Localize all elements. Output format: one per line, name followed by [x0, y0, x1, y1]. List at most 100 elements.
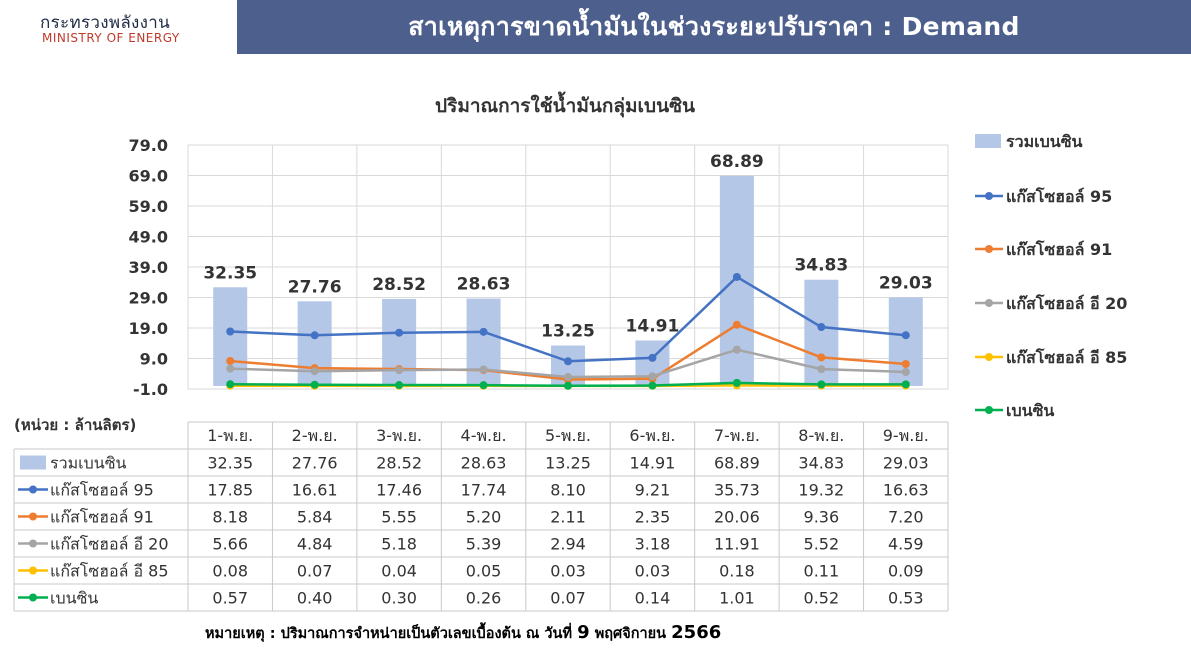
- table-cell: 0.03: [550, 562, 586, 581]
- series-point: [648, 381, 657, 390]
- table-cell: 5.20: [466, 508, 502, 527]
- table-key-marker: [29, 539, 37, 548]
- y-tick-label: 49.0: [129, 228, 168, 247]
- logo-english-text: MINISTRY OF ENERGY: [42, 31, 180, 45]
- series-point: [479, 365, 488, 374]
- footnote-day: 9: [577, 622, 590, 643]
- table-row-label: แก๊สโซฮอล์ อี 20: [50, 535, 169, 554]
- table-cell: 13.25: [545, 454, 591, 473]
- table-key-marker: [29, 512, 37, 521]
- table-cell: 35.73: [714, 481, 760, 500]
- series-point: [817, 323, 826, 332]
- series-point: [732, 345, 741, 354]
- table-cell: 9.21: [635, 481, 671, 500]
- series-point: [395, 328, 404, 337]
- series-point: [479, 327, 488, 336]
- chart: ปริมาณการใช้น้ำมันกลุ่มเบนซิน 79.0 69.0 59.…: [13, 91, 1127, 612]
- y-tick-label: 59.0: [129, 197, 168, 216]
- bar-data-label: 34.83: [794, 256, 848, 276]
- series-point: [564, 381, 572, 390]
- table-cell: 5.84: [297, 508, 333, 527]
- legend-label: แก๊สโซฮอล์ อี 20: [1006, 293, 1127, 313]
- x-tick-label: 3-พ.ย.: [376, 426, 422, 445]
- table-cell: 29.03: [883, 454, 929, 473]
- footnote-month: พฤศจิกายน: [594, 626, 667, 642]
- y-tick-label: -1.0: [133, 380, 168, 399]
- table-row-label: แก๊สโซฮอล์ อี 85: [50, 562, 169, 581]
- table-cell: 0.52: [804, 589, 840, 608]
- legend-swatch-marker: [985, 299, 993, 307]
- logo-thai-text: กระทรวงพลังงาน: [40, 13, 171, 33]
- table-key-marker: [29, 593, 37, 602]
- series-point: [564, 357, 572, 366]
- table-cell: 5.39: [466, 535, 502, 554]
- series-point: [732, 272, 741, 281]
- table-cell: 28.52: [376, 454, 422, 473]
- legend-swatch-marker: [985, 245, 993, 253]
- bar-data-label: 13.25: [541, 322, 595, 342]
- table-cell: 34.83: [798, 454, 844, 473]
- table-cell: 7.20: [888, 508, 924, 527]
- unit-label: (หน่วย : ล้านลิตร): [14, 416, 136, 434]
- y-tick-label: 19.0: [129, 319, 168, 338]
- table-cell: 5.66: [212, 535, 248, 554]
- x-tick-label: 4-พ.ย.: [461, 426, 507, 445]
- series-point: [226, 357, 235, 366]
- table-cell: 14.91: [630, 454, 676, 473]
- table-cell: 2.35: [635, 508, 671, 527]
- table-cell: 2.94: [550, 535, 586, 554]
- table-key-bar: [20, 455, 46, 470]
- y-tick-label: 9.0: [140, 350, 168, 369]
- legend-label: รวมเบนซิน: [1006, 132, 1083, 151]
- table-cell: 0.40: [297, 589, 333, 608]
- table-cell: 20.06: [714, 508, 760, 527]
- table-cell: 3.18: [635, 535, 671, 554]
- x-tick-label: 2-พ.ย.: [292, 426, 338, 445]
- table-key-marker: [29, 485, 37, 494]
- y-tick-label: 69.0: [129, 167, 168, 186]
- table-row-label: รวมเบนซิน: [50, 454, 127, 473]
- footnote-year: 2566: [671, 622, 722, 643]
- legend-swatch-marker: [985, 192, 993, 200]
- table-cell: 0.11: [804, 562, 840, 581]
- table-cell: 0.18: [719, 562, 755, 581]
- x-tick-label: 9-พ.ย.: [883, 426, 929, 445]
- table-cell: 0.03: [635, 562, 671, 581]
- legend-swatch-bar: [975, 134, 1001, 148]
- x-tick-label: 1-พ.ย.: [207, 426, 253, 445]
- chart-title: ปริมาณการใช้น้ำมันกลุ่มเบนซิน: [435, 91, 695, 118]
- legend-label: เบนซิน: [1006, 401, 1054, 420]
- legend-swatch-marker: [985, 406, 993, 414]
- table-cell: 19.32: [798, 481, 844, 500]
- bar-data-label: 14.91: [626, 316, 680, 336]
- table-cell: 28.63: [461, 454, 507, 473]
- table-cell: 0.26: [466, 589, 502, 608]
- table-cell: 17.85: [207, 481, 253, 500]
- table-row-label: เบนซิน: [50, 589, 98, 608]
- series-point: [901, 367, 910, 376]
- table-cell: 0.57: [212, 589, 248, 608]
- series-point: [310, 367, 319, 376]
- x-tick-label: 8-พ.ย.: [798, 426, 844, 445]
- series-point: [226, 380, 235, 389]
- legend-swatch-marker: [985, 353, 993, 361]
- table-cell: 5.55: [381, 508, 417, 527]
- page-title: สาเหตุการขาดน้ำมันในช่วงระยะปรับราคา : D…: [408, 12, 1020, 41]
- series-point: [732, 320, 741, 329]
- table-cell: 0.30: [381, 589, 417, 608]
- series-point: [226, 364, 235, 373]
- table-cell: 0.05: [466, 562, 502, 581]
- y-tick-label: 39.0: [129, 258, 168, 277]
- table-cell: 4.84: [297, 535, 333, 554]
- table-cell: 32.35: [207, 454, 253, 473]
- legend-label: แก๊สโซฮอล์ 95: [1006, 186, 1112, 206]
- legend-label: แก๊สโซฮอล์ 91: [1006, 239, 1112, 259]
- bar-data-label: 32.35: [203, 263, 257, 283]
- table-cell: 27.76: [292, 454, 338, 473]
- table-cell: 16.61: [292, 481, 338, 500]
- table-cell: 2.11: [550, 508, 586, 527]
- table-cell: 0.09: [888, 562, 924, 581]
- series-point: [817, 353, 826, 362]
- series-point: [901, 359, 910, 368]
- table-cell: 68.89: [714, 454, 760, 473]
